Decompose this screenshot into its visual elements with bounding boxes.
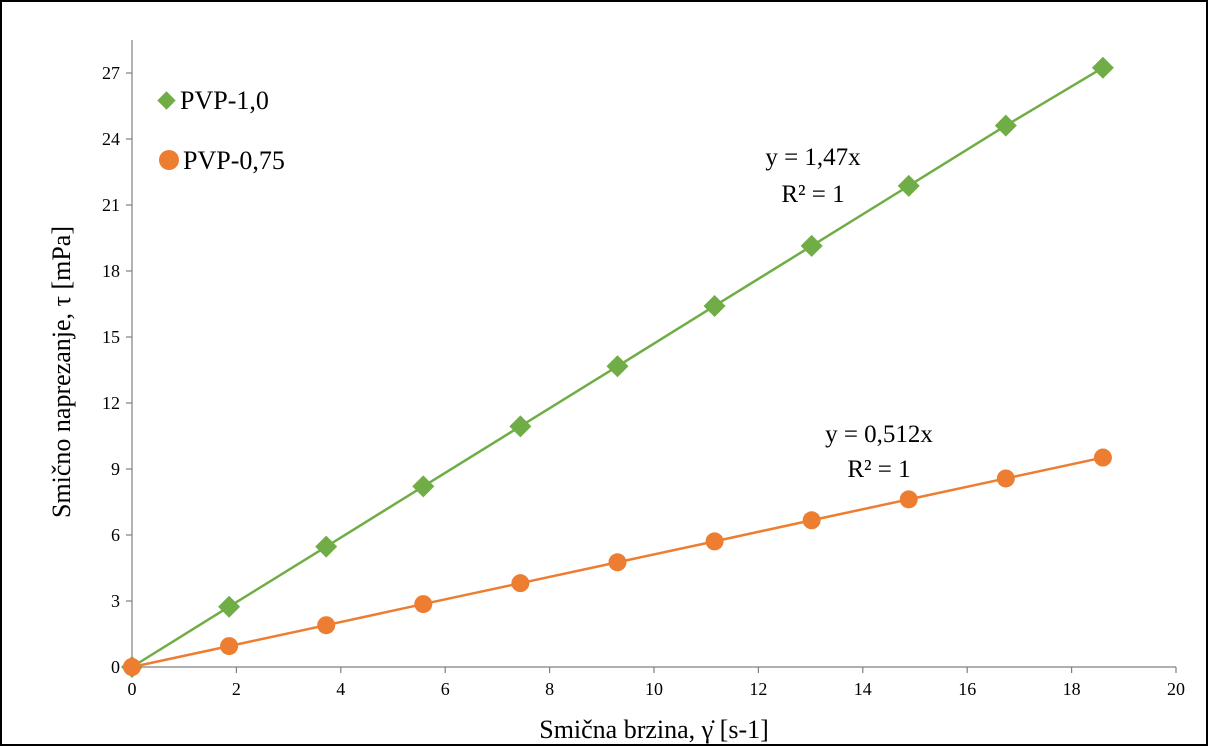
x-tick-label: 0 <box>128 679 137 699</box>
x-ticks: 0 2 4 6 8 10 12 14 16 18 20 <box>128 667 1185 699</box>
x-tick-label: 14 <box>854 679 872 699</box>
x-tick-label: 8 <box>545 679 554 699</box>
x-tick-label: 10 <box>645 679 663 699</box>
legend-label-pvp-0-75: PVP-0,75 <box>183 146 285 175</box>
equation-pvp-0-75: y = 0,512x <box>825 421 933 448</box>
legend-label-pvp-1-0: PVP-1,0 <box>180 86 269 115</box>
data-point-pvp-0-75 <box>1093 448 1112 467</box>
data-point-pvp-0-75 <box>802 511 821 530</box>
data-point-pvp-0-75 <box>608 553 627 572</box>
data-point-pvp-0-75 <box>899 490 918 509</box>
y-tick-label: 9 <box>111 459 120 479</box>
data-markers <box>121 56 1114 678</box>
x-tick-label: 16 <box>958 679 976 699</box>
legend: PVP-1,0 PVP-0,75 <box>157 86 285 175</box>
y-axis-title: Smično naprezanje, τ [mPa] <box>47 226 76 518</box>
data-point-pvp-1-0 <box>994 114 1017 137</box>
x-tick-label: 2 <box>232 679 241 699</box>
y-tick-label: 3 <box>111 591 120 611</box>
x-tick-label: 4 <box>336 679 345 699</box>
data-point-pvp-1-0 <box>800 234 823 257</box>
data-point-pvp-0-75 <box>996 469 1015 488</box>
data-point-pvp-0-75 <box>317 616 336 635</box>
y-tick-label: 21 <box>102 195 120 215</box>
x-axis-title: Smična brzina, γ̇ [s-1] <box>539 715 769 744</box>
y-tick-label: 18 <box>102 261 120 281</box>
r-squared-pvp-0-75: R² = 1 <box>847 456 910 483</box>
data-point-pvp-1-0 <box>703 294 726 317</box>
y-tick-label: 0 <box>111 657 120 677</box>
data-point-pvp-1-0 <box>1091 56 1114 79</box>
data-point-pvp-0-75 <box>705 532 724 551</box>
legend-marker-pvp-1-0 <box>157 91 176 110</box>
equation-pvp-1-0: y = 1,47x <box>765 144 861 171</box>
data-point-pvp-1-0 <box>606 355 629 378</box>
y-tick-label: 15 <box>102 327 120 347</box>
y-tick-label: 6 <box>111 525 120 545</box>
data-point-pvp-1-0 <box>509 415 532 438</box>
data-point-pvp-1-0 <box>315 535 338 558</box>
y-tick-label: 27 <box>102 63 120 83</box>
x-tick-label: 12 <box>749 679 767 699</box>
r-squared-pvp-1-0: R² = 1 <box>781 181 844 208</box>
x-tick-label: 18 <box>1063 679 1081 699</box>
y-tick-label: 12 <box>102 393 120 413</box>
data-point-pvp-0-75 <box>123 658 141 676</box>
x-tick-label: 6 <box>441 679 450 699</box>
x-tick-label: 20 <box>1167 679 1185 699</box>
legend-marker-pvp-0-75 <box>159 150 179 170</box>
data-point-pvp-0-75 <box>511 574 530 593</box>
y-ticks: 0 3 6 9 12 15 18 21 24 27 <box>102 63 132 677</box>
trendline-annotations: y = 1,47x R² = 1 y = 0,512x R² = 1 <box>765 144 933 483</box>
data-point-pvp-0-75 <box>220 637 239 656</box>
y-tick-label: 24 <box>102 129 120 149</box>
data-point-pvp-1-0 <box>218 595 241 618</box>
data-point-pvp-1-0 <box>897 174 920 197</box>
data-point-pvp-0-75 <box>414 595 433 614</box>
data-point-pvp-1-0 <box>412 475 435 498</box>
